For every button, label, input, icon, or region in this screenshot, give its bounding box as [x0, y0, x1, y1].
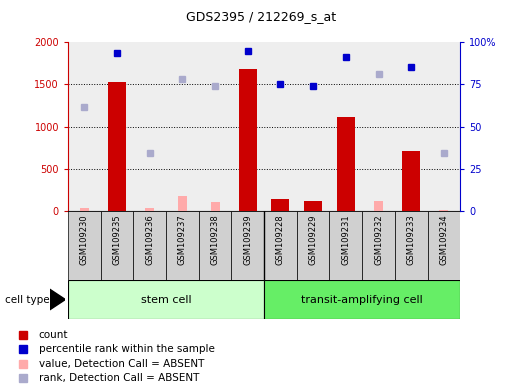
Text: GSM109238: GSM109238 [211, 215, 220, 265]
Bar [145, 208, 154, 211]
Bar [211, 202, 220, 211]
Text: GSM109229: GSM109229 [309, 215, 317, 265]
Text: GSM109239: GSM109239 [243, 215, 252, 265]
Bar [264, 280, 460, 319]
Text: GSM109234: GSM109234 [439, 215, 448, 265]
Bar [402, 151, 420, 211]
Bar [108, 82, 126, 211]
Text: GSM109230: GSM109230 [80, 215, 89, 265]
Text: cell type: cell type [5, 295, 50, 305]
Text: GSM109237: GSM109237 [178, 215, 187, 265]
Bar [428, 211, 460, 280]
Text: GSM109236: GSM109236 [145, 215, 154, 265]
Polygon shape [50, 289, 65, 310]
Bar [362, 211, 395, 280]
Bar [297, 211, 329, 280]
Bar [239, 69, 257, 211]
Bar [231, 211, 264, 280]
Text: GSM109232: GSM109232 [374, 215, 383, 265]
Bar [439, 210, 448, 211]
Text: GSM109233: GSM109233 [407, 215, 416, 265]
Bar [395, 211, 428, 280]
Text: GSM109228: GSM109228 [276, 215, 285, 265]
Text: count: count [39, 330, 68, 340]
Text: GSM109231: GSM109231 [342, 215, 350, 265]
Bar [68, 211, 100, 280]
Text: stem cell: stem cell [141, 295, 191, 305]
Bar [337, 117, 355, 211]
Text: percentile rank within the sample: percentile rank within the sample [39, 344, 214, 354]
Text: value, Detection Call = ABSENT: value, Detection Call = ABSENT [39, 359, 204, 369]
Bar [178, 196, 187, 211]
Text: transit-amplifying cell: transit-amplifying cell [301, 295, 423, 305]
Text: GSM109235: GSM109235 [112, 215, 121, 265]
Bar [100, 211, 133, 280]
Bar [133, 211, 166, 280]
Bar [68, 280, 264, 319]
Bar [304, 201, 322, 211]
Bar [271, 199, 289, 211]
Bar [329, 211, 362, 280]
Text: GDS2395 / 212269_s_at: GDS2395 / 212269_s_at [186, 10, 337, 23]
Text: rank, Detection Call = ABSENT: rank, Detection Call = ABSENT [39, 373, 199, 383]
Bar [80, 208, 89, 211]
Bar [264, 211, 297, 280]
Bar [374, 202, 383, 211]
Bar [199, 211, 231, 280]
Bar [166, 211, 199, 280]
